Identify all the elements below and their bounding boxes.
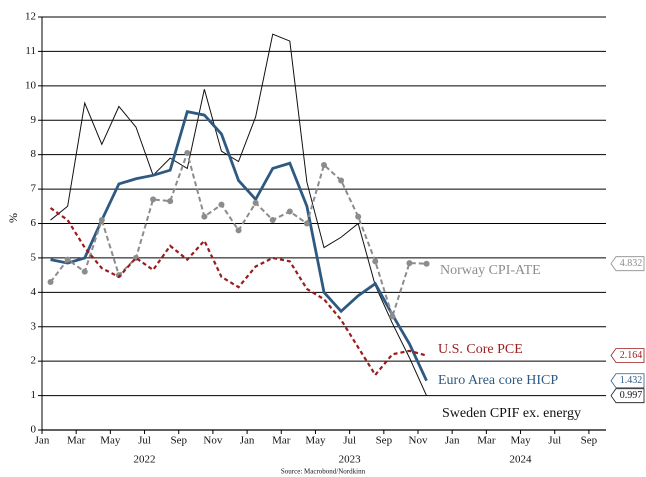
series-point (389, 313, 396, 320)
x-tick-label: Jul (138, 435, 151, 447)
x-tick-label: Mar (67, 435, 86, 447)
x-tick-label: Mar (477, 435, 496, 447)
x-tick-label: Jan (445, 435, 460, 447)
y-tick-label: 5 (31, 251, 37, 263)
y-tick-label: 0 (31, 424, 37, 436)
series-label: Norway CPI-ATE (440, 263, 541, 278)
end-value-label: 4.832 (620, 258, 643, 269)
y-tick-label: 9 (31, 114, 37, 126)
y-tick-label: 3 (31, 320, 37, 332)
y-tick-label: 7 (31, 183, 37, 195)
series-label: Sweden CPIF ex. energy (442, 406, 581, 421)
y-axis-label: % (6, 213, 20, 223)
x-tick-label: Jul (548, 435, 561, 447)
x-tick-label: May (510, 435, 531, 447)
end-value-label: 1.432 (620, 375, 643, 386)
series-line (50, 33, 428, 396)
series-point (184, 149, 191, 156)
x-tick-label: Jan (240, 435, 255, 447)
x-tick-label: Jan (35, 435, 50, 447)
x-tick-label: Mar (272, 435, 291, 447)
series-point (201, 213, 208, 220)
series-point (372, 258, 379, 265)
x-tick-label: May (305, 435, 326, 447)
series-point (81, 268, 88, 275)
series-point (406, 260, 413, 267)
series-point (235, 227, 242, 234)
series-label: Euro Area core HICP (438, 373, 558, 388)
x-tick-label: Sep (170, 435, 187, 447)
y-tick-label: 4 (31, 286, 37, 298)
end-value-box (610, 256, 645, 272)
series-point (303, 220, 310, 227)
series-point (252, 199, 259, 206)
y-tick-label: 12 (25, 11, 36, 23)
y-tick-label: 6 (31, 217, 37, 229)
source: Source: Macrobond/Nordkinn (281, 468, 366, 476)
series-point (98, 217, 105, 224)
series-point (269, 217, 276, 224)
series-point (321, 161, 327, 168)
y-tick-label: 8 (31, 148, 37, 160)
x-tick-label: Nov (203, 435, 222, 447)
series-line (49, 207, 427, 377)
y-tick-label: 1 (31, 389, 37, 401)
year-label: 2024 (510, 454, 533, 466)
y-tick-label: 11 (25, 45, 36, 57)
series-point (150, 196, 157, 203)
series-point (47, 279, 54, 286)
x-tick-label: Nov (409, 435, 428, 447)
year-label: 2022 (134, 454, 156, 466)
series-point (218, 201, 225, 208)
x-tick-label: Sep (581, 435, 598, 447)
series-point (167, 198, 174, 205)
series-line (50, 110, 428, 382)
end-value-box (610, 373, 645, 389)
x-tick-label: Sep (376, 435, 393, 447)
series-point (423, 260, 430, 267)
series-label: U.S. Core PCE (438, 342, 523, 357)
end-value-label: 2.164 (620, 350, 643, 361)
end-value-label: 0.997 (620, 390, 643, 401)
series-point (286, 208, 293, 215)
x-tick-label: May (100, 435, 121, 447)
year-label: 2023 (339, 454, 362, 466)
series-point (338, 177, 345, 184)
y-tick-label: 10 (25, 79, 37, 91)
x-tick-label: Jul (343, 435, 356, 447)
y-tick-label: 2 (31, 355, 37, 367)
end-value-box (610, 348, 645, 363)
end-value-box (610, 388, 645, 404)
series-point (355, 213, 362, 220)
series-point (64, 256, 71, 263)
